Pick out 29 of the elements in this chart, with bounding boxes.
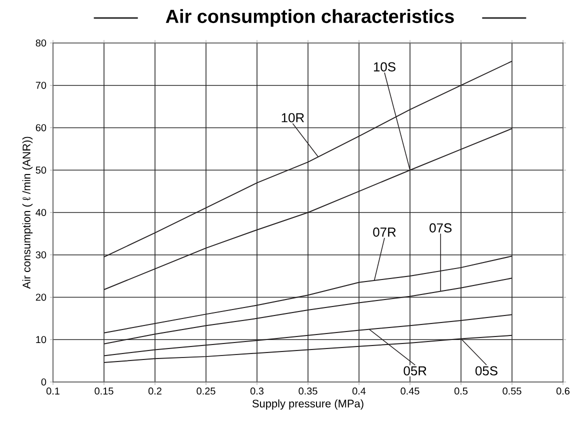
x-tick-label: 0.35 <box>298 388 318 395</box>
x-tick-label: 0.6 <box>556 388 570 395</box>
x-tick-label: 0.5 <box>454 388 468 395</box>
x-tick-label: 0.45 <box>400 388 420 395</box>
legend-label: 05S <box>475 366 498 376</box>
y-tick-label: 30 <box>36 251 46 258</box>
y-tick-label: 50 <box>36 166 46 174</box>
x-tick-label: 0.3 <box>250 388 264 395</box>
y-tick-label: 20 <box>36 294 46 301</box>
x-tick-label: 0.55 <box>502 388 522 395</box>
x-axis-title: Supply pressure (MPa) <box>252 399 364 410</box>
y-axis-title: Air consumption ( ℓ /min (ANR)) <box>22 136 33 289</box>
text: 10S <box>374 62 396 72</box>
text: 07R <box>373 228 396 237</box>
x-tick-label: 0.25 <box>196 388 216 395</box>
y-tick-label: 10 <box>36 336 46 344</box>
x-tick-label: 0.15 <box>94 388 114 395</box>
text: 05R <box>404 366 426 376</box>
chart-title: Air consumption characteristics <box>166 9 454 27</box>
x-tick-label: 0.1 <box>46 388 60 395</box>
y-tick-label: 40 <box>36 208 46 216</box>
y-tick-label: 80 <box>36 39 46 47</box>
text: 07S <box>430 223 452 232</box>
x-tick-label: 0.4 <box>352 388 366 395</box>
x-tick-label: 0.2 <box>148 388 162 395</box>
y-tick-label: 60 <box>36 124 46 132</box>
text: 10R <box>282 113 304 122</box>
y-tick-label: 70 <box>36 82 46 89</box>
y-tick-label: 0 <box>41 378 46 386</box>
